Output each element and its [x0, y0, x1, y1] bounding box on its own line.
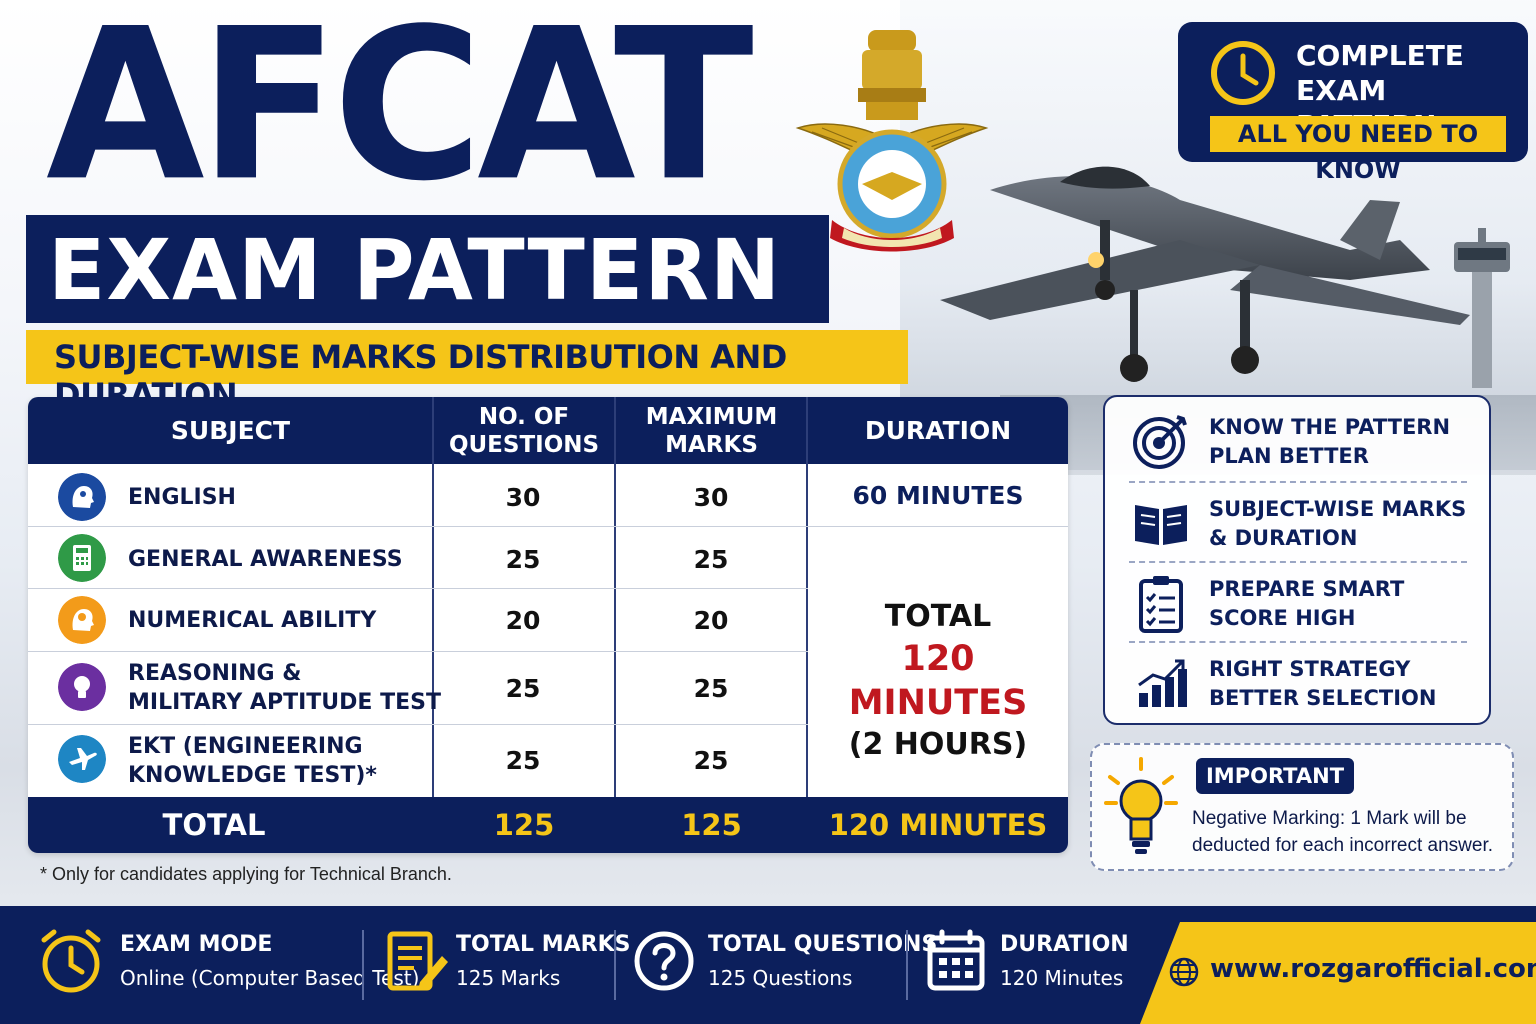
info-badge: COMPLETE EXAM PATTERN ALL YOU NEED TO KN… [1178, 22, 1528, 184]
duration-english: 60 MINUTES [852, 481, 1024, 510]
row-divider [28, 588, 808, 589]
tip-item: RIGHT STRATEGY BETTER SELECTION [1129, 643, 1469, 723]
column-header-questions: NO. OF QUESTIONS [433, 397, 615, 464]
clock-icon [41, 929, 101, 993]
row-divider [808, 526, 1068, 527]
tip-text: KNOW THE PATTERN PLAN BETTER [1209, 415, 1451, 468]
badge-strip: ALL YOU NEED TO KNOW [1210, 116, 1506, 184]
open-book-icon [1135, 505, 1187, 545]
info-title: TOTAL MARKS [456, 932, 631, 957]
divider [906, 930, 908, 1000]
question-icon [634, 931, 694, 991]
total-questions: 125 [493, 808, 555, 842]
checklist-icon [1139, 576, 1183, 633]
info-title: TOTAL QUESTIONS [708, 932, 938, 957]
info-title: EXAM MODE [120, 932, 273, 957]
divider [362, 930, 364, 1000]
divider [614, 930, 616, 1000]
website-url: www.rozgarofficial.com [1210, 954, 1536, 984]
info-total-questions: TOTAL QUESTIONS 125 Questions [634, 918, 937, 1018]
row-subject: NUMERICAL ABILITY [128, 608, 377, 633]
row-questions: 30 [505, 483, 541, 512]
divider [1129, 641, 1467, 643]
row-marks: 20 [693, 606, 729, 635]
column-header-marks: MAXIMUM MARKS [615, 397, 808, 464]
page-title: AFCAT [46, 0, 754, 228]
row-divider [28, 651, 808, 652]
important-text: Negative Marking: 1 Mark will be deducte… [1192, 808, 1494, 856]
globe-icon [1169, 957, 1199, 987]
info-value: 125 Marks [456, 966, 561, 990]
info-value: 125 Questions [708, 966, 853, 990]
duration-total-hours: (2 HOURS) [848, 727, 1028, 762]
table-footnote: * Only for candidates applying for Techn… [40, 864, 452, 884]
row-subject: REASONING & MILITARY APTITUDE TEST [128, 661, 441, 715]
column-divider [432, 397, 434, 853]
airplane-icon [58, 735, 106, 783]
column-header-subject: SUBJECT [28, 397, 433, 464]
total-label: TOTAL [162, 808, 266, 842]
info-exam-mode: EXAM MODE Online (Computer Based Test) [38, 918, 419, 1018]
target-icon [1133, 415, 1187, 469]
row-marks: 25 [693, 746, 729, 775]
duration-total-label: TOTAL [884, 599, 992, 634]
lightbulb-icon [58, 663, 106, 711]
air-force-emblem-icon [795, 30, 989, 252]
row-divider [28, 724, 808, 725]
row-marks: 30 [693, 483, 729, 512]
row-marks: 25 [693, 674, 729, 703]
info-value: 120 Minutes [1000, 966, 1124, 990]
calendar-icon [927, 929, 985, 991]
document-pencil-icon [387, 931, 448, 991]
row-questions: 25 [505, 545, 541, 574]
subtitle-strip-text: SUBJECT-WISE MARKS DISTRIBUTION AND DURA… [54, 338, 787, 414]
duration-total-value: 120 MINUTES [848, 639, 1028, 723]
tip-item: PREPARE SMART SCORE HIGH [1129, 563, 1469, 643]
info-duration: DURATION 120 Minutes [926, 918, 1136, 1018]
row-subject: GENERAL AWARENESS [128, 547, 403, 572]
head-icon [58, 473, 106, 521]
column-divider [806, 397, 808, 853]
row-questions: 25 [505, 674, 541, 703]
tips-panel: KNOW THE PATTERN PLAN BETTER SUBJECT-WIS… [1103, 395, 1491, 725]
divider [1129, 561, 1467, 563]
row-marks: 25 [693, 545, 729, 574]
tip-text: PREPARE SMART SCORE HIGH [1209, 577, 1405, 630]
duration-total-block: TOTAL 120 MINUTES (2 HOURS) [808, 597, 1068, 765]
subtitle-bar [26, 215, 829, 323]
important-tag: IMPORTANT [1196, 758, 1354, 794]
info-title: DURATION [1000, 932, 1129, 957]
column-divider [614, 397, 616, 853]
calculator-icon [58, 534, 106, 582]
total-marks: 125 [681, 808, 742, 842]
important-note: IMPORTANT Negative Marking: 1 Mark will … [1090, 743, 1514, 871]
control-tower-image [1454, 228, 1510, 388]
row-questions: 25 [505, 746, 541, 775]
info-value: Online (Computer Based Test) [120, 966, 420, 990]
brain-head-icon [58, 596, 106, 644]
clock-icon [1211, 41, 1275, 105]
divider [1129, 481, 1467, 483]
exam-pattern-table: SUBJECT NO. OF QUESTIONS MAXIMUM MARKS D… [28, 397, 1068, 853]
subtitle-strip: SUBJECT-WISE MARKS DISTRIBUTION AND DURA… [26, 330, 908, 414]
fighter-jet-image [940, 166, 1470, 382]
row-subject: EKT (ENGINEERING KNOWLEDGE TEST)* [128, 734, 377, 788]
table-total-row: TOTAL 125 125 120 MINUTES [28, 797, 1068, 853]
row-subject: ENGLISH [128, 485, 236, 510]
column-header-duration: DURATION [808, 397, 1068, 464]
website-link[interactable]: www.rozgarofficial.com [1168, 950, 1536, 994]
info-total-marks: TOTAL MARKS 125 Marks [384, 918, 630, 1018]
tip-text: RIGHT STRATEGY BETTER SELECTION [1209, 657, 1437, 710]
lightbulb-icon [1104, 757, 1178, 854]
website-strip [1140, 922, 1536, 1024]
row-divider [28, 526, 808, 527]
page-subtitle: EXAM PATTERN [48, 221, 782, 319]
bar-chart-icon [1138, 659, 1187, 707]
total-duration: 120 MINUTES [828, 808, 1048, 842]
tip-text: SUBJECT-WISE MARKS & DURATION [1209, 497, 1467, 550]
tip-item: KNOW THE PATTERN PLAN BETTER [1129, 401, 1469, 481]
row-questions: 20 [505, 606, 541, 635]
tip-item: SUBJECT-WISE MARKS & DURATION [1129, 483, 1469, 563]
